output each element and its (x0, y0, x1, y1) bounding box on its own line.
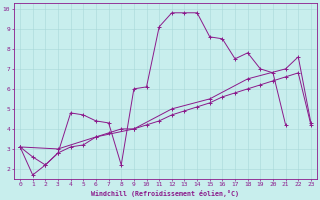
X-axis label: Windchill (Refroidissement éolien,°C): Windchill (Refroidissement éolien,°C) (92, 190, 239, 197)
